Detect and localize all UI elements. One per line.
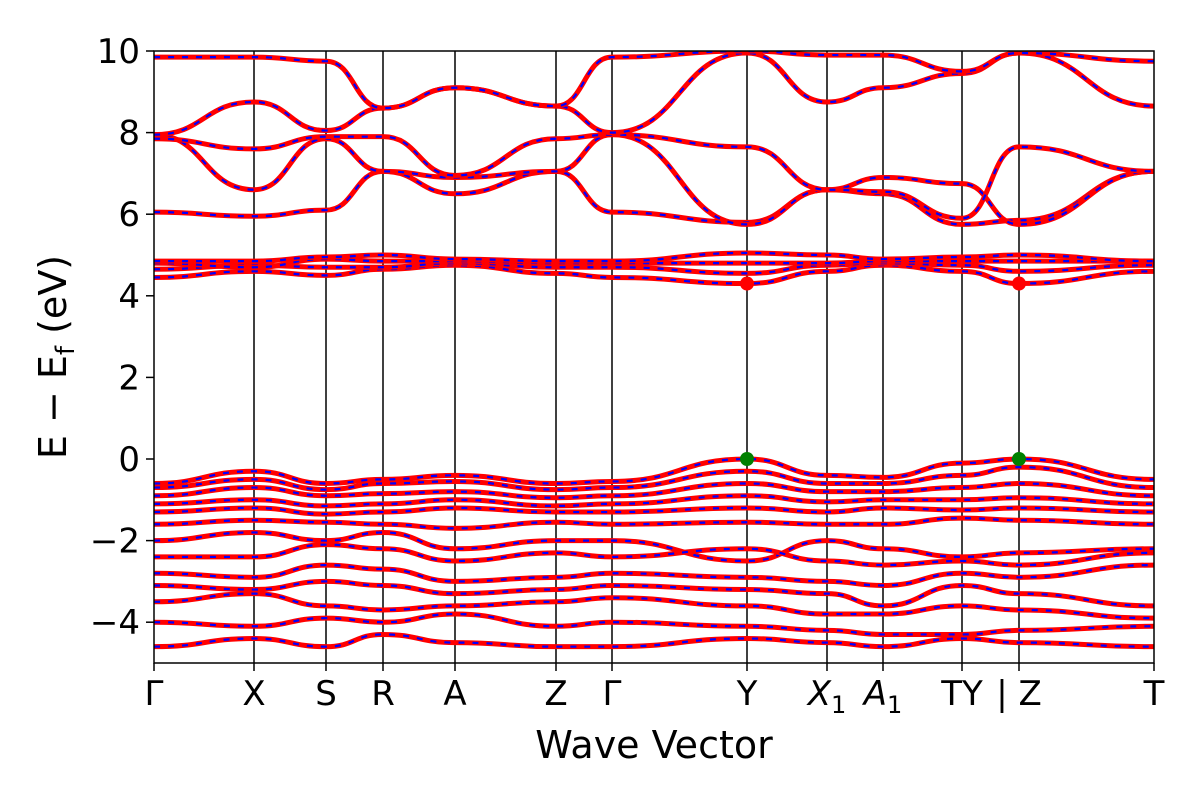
x-tick-label: S <box>315 674 337 714</box>
x-tick-label: A1 <box>862 674 903 719</box>
band-line-blue <box>154 262 1154 275</box>
band-line-blue <box>154 543 1154 567</box>
band-line-red <box>154 456 1154 486</box>
y-axis-ticks: 10 8 6 4 2 0 −2 −4 <box>90 32 154 643</box>
band-line-blue <box>154 612 1154 636</box>
band-line-red <box>154 505 1154 517</box>
band-line-blue <box>154 494 1154 508</box>
band-line-red <box>154 51 1154 138</box>
x-tick-label: Y <box>736 674 758 714</box>
band-line-blue <box>154 482 1154 499</box>
x-axis-label: Wave Vector <box>535 723 773 767</box>
y-tick-label: 10 <box>97 32 140 72</box>
band-line-blue <box>154 251 1154 263</box>
plot-frame <box>153 50 1155 664</box>
band-edge-marker <box>740 276 754 291</box>
band-edge-marker <box>1012 452 1026 466</box>
y-tick-label: −2 <box>90 522 140 562</box>
x-tick-label: X <box>242 674 265 714</box>
y-axis-label-sub: f <box>51 345 81 355</box>
band-line-blue <box>154 517 1154 530</box>
band-line-blue <box>154 580 1154 607</box>
x-tick-label: Γ <box>603 674 622 714</box>
band-line-blue <box>154 531 1154 563</box>
band-line-blue <box>154 563 1154 587</box>
y-tick-label: 4 <box>118 277 140 317</box>
band-line-red <box>154 51 1154 111</box>
band-lines <box>154 51 1154 650</box>
y-tick-label: 0 <box>118 440 140 480</box>
band-line-blue <box>154 457 1154 485</box>
x-tick-label: X1 <box>806 674 847 719</box>
x-tick-label: TY <box>940 674 983 714</box>
band-line-red <box>154 611 1154 637</box>
band-edge-markers <box>740 276 1026 466</box>
x-tick-label: Γ <box>145 674 164 714</box>
x-tick-label: A <box>443 674 466 714</box>
y-axis-label-unit: (eV) <box>31 255 75 346</box>
x-tick-label: R <box>371 674 395 714</box>
band-line-blue <box>154 633 1154 648</box>
band-line-red <box>154 515 1154 531</box>
x-tick-label: | Z <box>996 674 1042 714</box>
band-line-blue <box>154 592 1154 620</box>
band-line-red <box>154 493 1154 509</box>
band-line-blue <box>154 506 1154 516</box>
band-line-blue <box>154 51 1154 110</box>
band-line-red <box>154 591 1154 621</box>
y-tick-label: 2 <box>118 358 140 398</box>
y-tick-label: 8 <box>118 114 140 154</box>
band-line-blue <box>154 264 1154 285</box>
band-line-blue <box>154 133 1154 220</box>
y-tick-label: 6 <box>118 195 140 235</box>
band-line-blue <box>154 51 1154 136</box>
band-line-blue <box>154 466 1154 491</box>
y-tick-label: −4 <box>90 603 140 643</box>
band-edge-marker <box>1012 276 1026 291</box>
x-tick-label: T <box>1143 674 1165 714</box>
band-edge-marker <box>740 452 754 466</box>
y-axis-label: E − Ef (eV) <box>31 255 81 459</box>
x-tick-label: Z <box>544 674 567 714</box>
band-line-red <box>154 631 1154 650</box>
band-line-blue <box>154 170 1154 226</box>
y-axis-label-main: E − E <box>31 355 75 459</box>
